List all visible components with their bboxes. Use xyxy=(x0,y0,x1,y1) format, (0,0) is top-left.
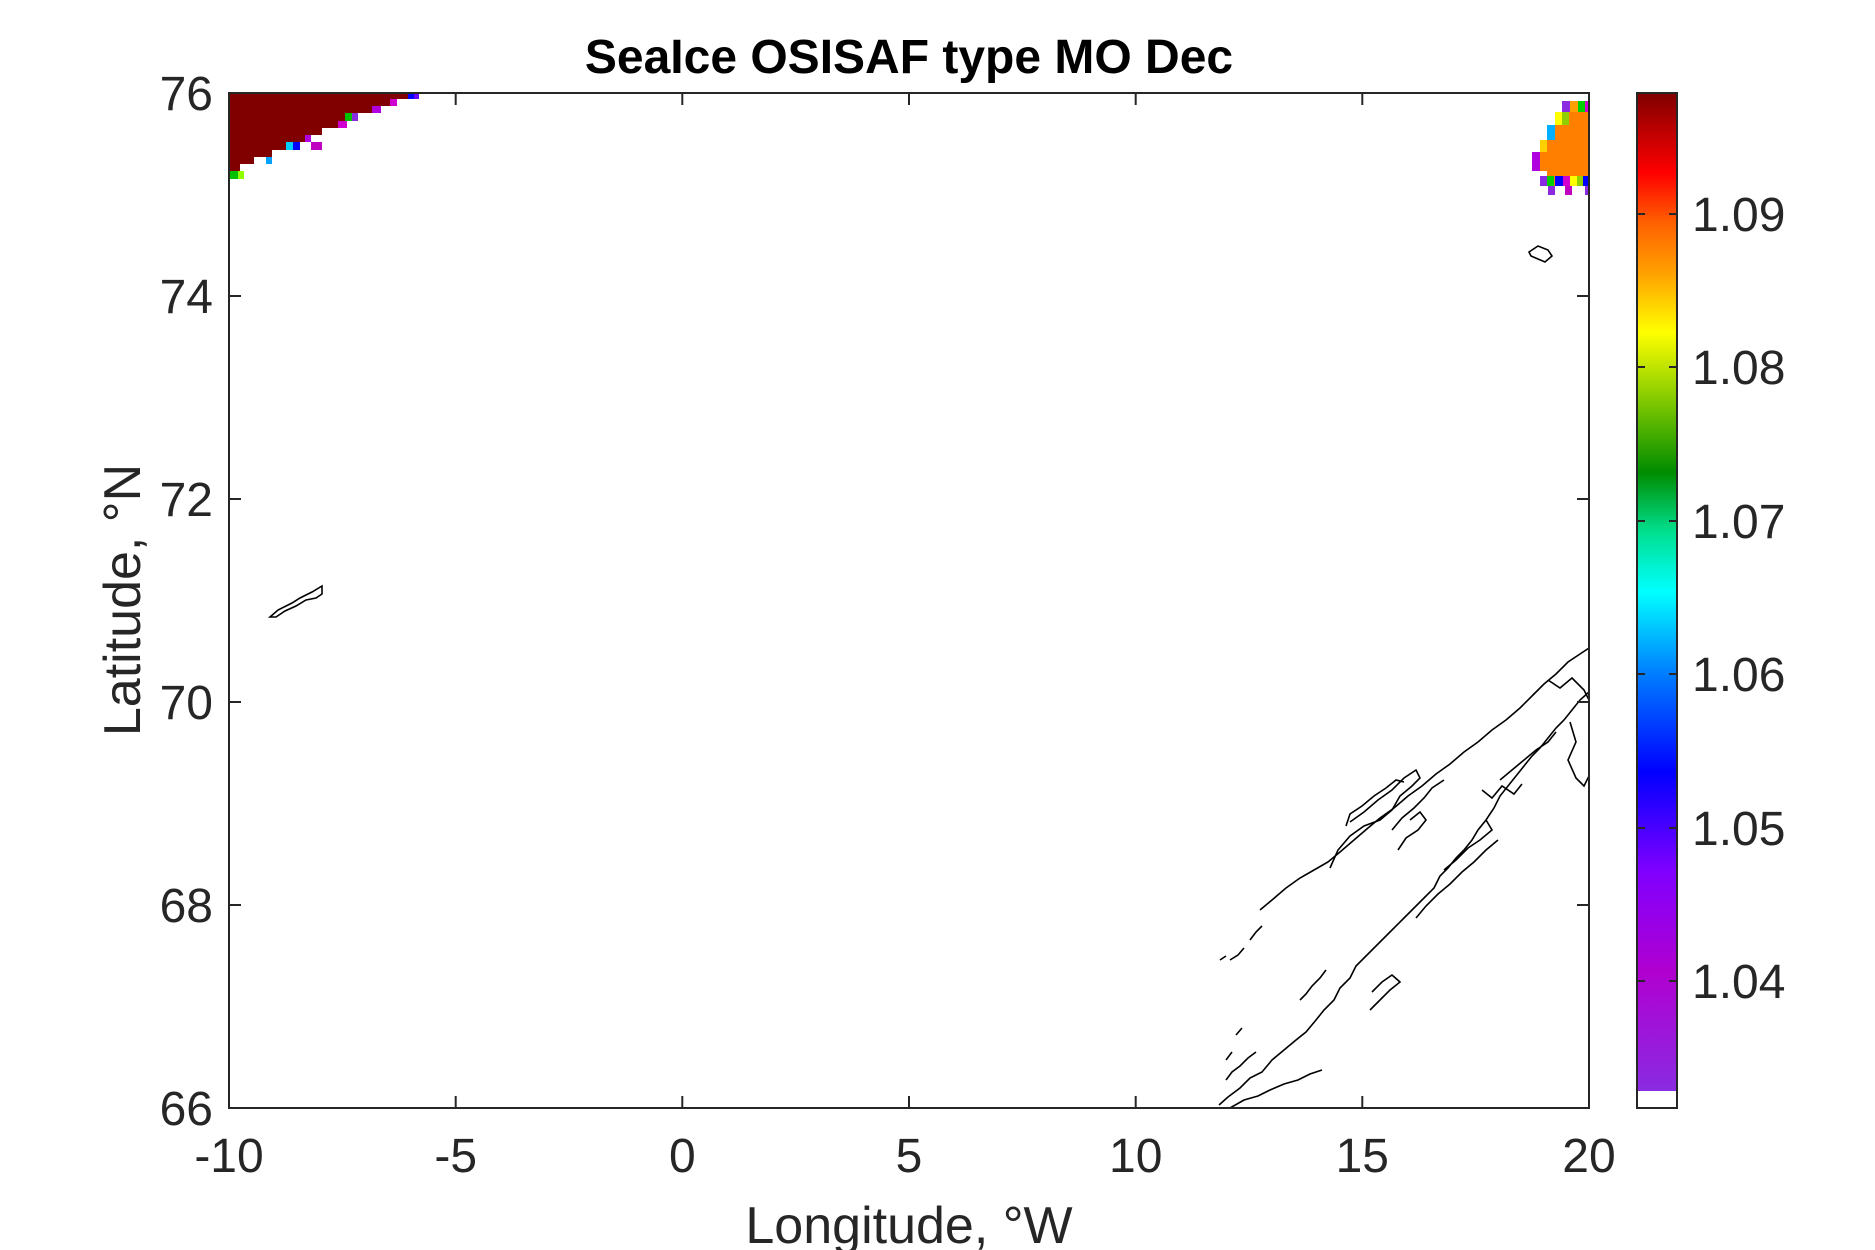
ice-region-northeast xyxy=(1532,101,1589,195)
x-tick-labels: -10 -5 0 5 10 15 20 xyxy=(194,1130,1615,1183)
island-bjornoya xyxy=(1527,245,1554,263)
y-tick-label: 70 xyxy=(160,677,213,730)
axes-frame xyxy=(228,92,1590,1109)
ice-region-northwest xyxy=(229,93,419,179)
colorbar-tick-label: 1.05 xyxy=(1692,803,1785,856)
colorbar-tick-label: 1.09 xyxy=(1692,189,1785,242)
y-tick-label: 66 xyxy=(160,1083,213,1136)
colorbar-gradient xyxy=(1637,93,1677,1091)
chart-title: SeaIce OSISAF type MO Dec xyxy=(585,31,1233,84)
island-jan-mayen xyxy=(267,584,323,618)
x-tick-label: 5 xyxy=(896,1130,923,1183)
x-axis-label: Longitude, °W xyxy=(745,1197,1072,1250)
x-tick-label: -5 xyxy=(434,1130,477,1183)
colorbar-tick-label: 1.04 xyxy=(1692,956,1785,1009)
y-tick-labels: 66 68 70 72 74 76 xyxy=(160,68,213,1136)
y-tick-label: 68 xyxy=(160,880,213,933)
y-tick-label: 76 xyxy=(160,68,213,121)
colorbar: 1.04 1.05 1.06 1.07 1.08 1.09 xyxy=(1636,92,1785,1109)
colorbar-tick-label: 1.07 xyxy=(1692,496,1785,549)
norway-coast xyxy=(1218,691,1589,1106)
x-tick-label: 20 xyxy=(1562,1130,1615,1183)
x-tick-label: 15 xyxy=(1336,1130,1389,1183)
colorbar-tick-label: 1.06 xyxy=(1692,649,1785,702)
colorbar-frame xyxy=(1636,92,1678,1109)
colorbar-nan-swatch xyxy=(1637,1091,1677,1108)
x-tick-label: 0 xyxy=(669,1130,696,1183)
x-tick-label: 10 xyxy=(1109,1130,1162,1183)
y-tick-label: 74 xyxy=(160,271,213,324)
y-axis-label: Latitude, °N xyxy=(94,464,152,736)
plot-area: -10 -5 0 5 10 15 20 66 68 70 72 74 76 Lo… xyxy=(94,68,1616,1250)
land-outlines xyxy=(267,245,1589,1108)
x-tick-label: -10 xyxy=(194,1130,263,1183)
y-tick-label: 72 xyxy=(160,474,213,527)
plot-background xyxy=(229,93,1589,1108)
colorbar-tick-label: 1.08 xyxy=(1692,342,1785,395)
